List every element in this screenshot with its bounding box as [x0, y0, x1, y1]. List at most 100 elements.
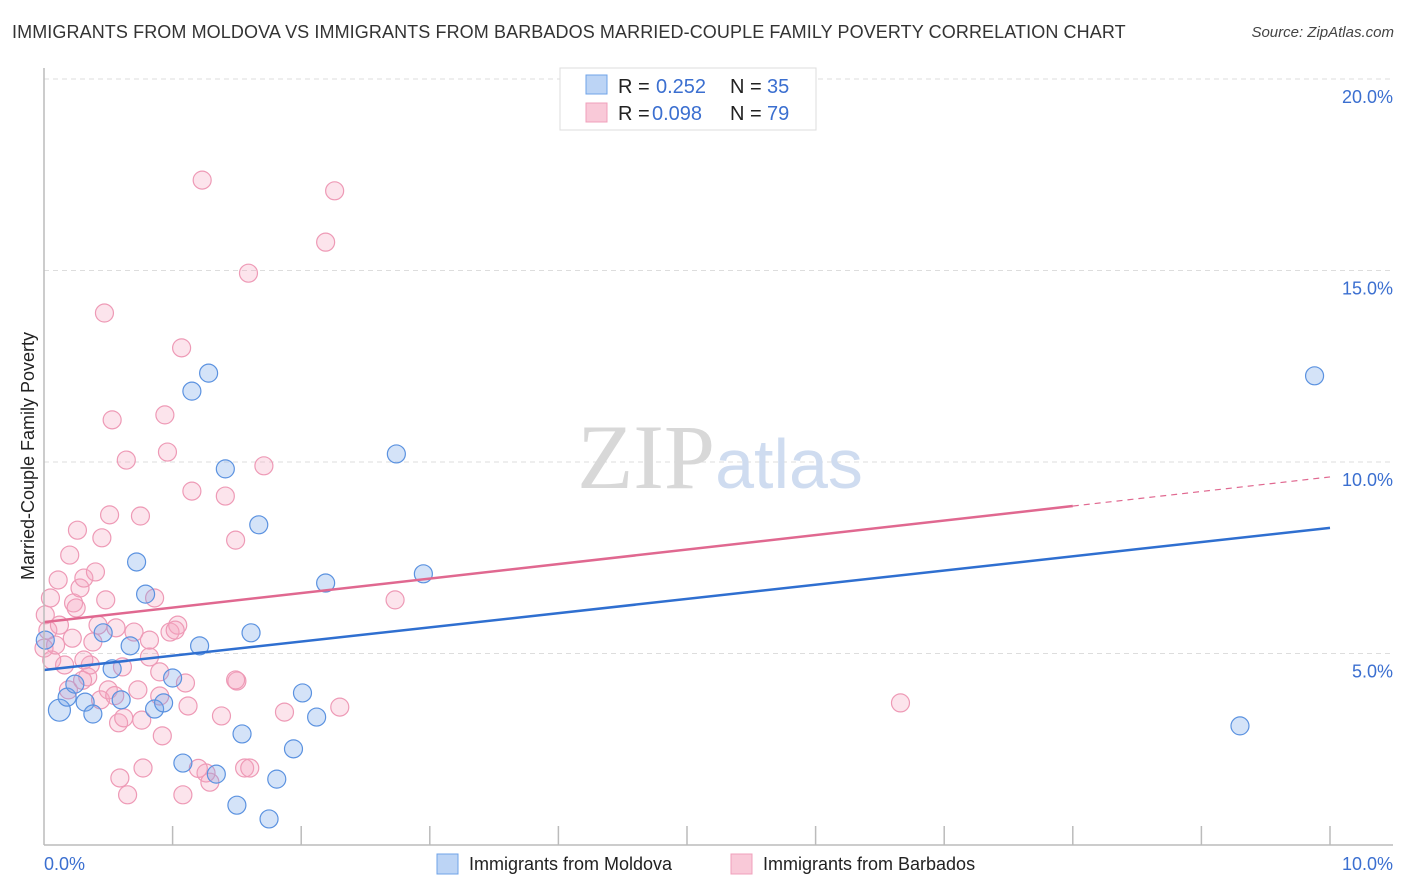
legend-n-label-moldova: N = — [730, 76, 762, 98]
point-barbados — [114, 708, 134, 728]
point-moldova — [249, 515, 269, 535]
point-moldova — [206, 764, 226, 784]
point-barbados — [128, 680, 148, 700]
bottom-legend-label-barbados: Immigrants from Barbados — [763, 854, 975, 874]
point-moldova — [102, 659, 122, 679]
watermark: ZIPatlas — [577, 406, 863, 508]
point-barbados — [130, 506, 151, 526]
point-barbados — [102, 410, 122, 430]
point-moldova — [227, 795, 247, 815]
point-moldova — [1230, 716, 1250, 736]
point-moldova — [65, 674, 85, 694]
legend-n-barbados: 79 — [767, 103, 789, 125]
point-barbados — [178, 696, 198, 716]
point-moldova — [47, 698, 72, 722]
point-barbados — [117, 785, 138, 805]
watermark-atlas: atlas — [715, 425, 863, 503]
point-barbados — [155, 405, 175, 425]
point-moldova — [135, 584, 156, 604]
point-moldova — [241, 623, 261, 643]
point-barbados — [182, 481, 202, 501]
point-barbados — [94, 303, 115, 323]
point-barbados — [62, 628, 82, 648]
chart-title: IMMIGRANTS FROM MOLDOVA VS IMMIGRANTS FR… — [12, 22, 1126, 42]
point-barbados — [133, 758, 153, 778]
point-moldova — [232, 724, 252, 744]
chart-source: Source: ZipAtlas.com — [1251, 24, 1394, 41]
legend-n-label-barbados: N = — [730, 103, 762, 125]
point-moldova — [199, 363, 219, 383]
y-tick-label: 10.0% — [1342, 470, 1393, 490]
legend: R = 0.252 N = 35 R = 0.098 N = 79 — [559, 67, 817, 131]
point-barbados — [67, 520, 88, 540]
legend-r-moldova: 0.252 — [656, 76, 706, 98]
x-tick-label-max: 10.0% — [1342, 854, 1393, 874]
point-barbados — [54, 655, 75, 675]
bottom-legend-swatch-barbados — [730, 853, 753, 875]
y-tick-label: 20.0% — [1342, 87, 1393, 107]
point-barbados — [238, 263, 259, 283]
point-barbados — [85, 562, 106, 582]
point-barbados — [96, 590, 116, 610]
point-moldova — [120, 636, 140, 656]
trend-line-moldova — [43, 526, 1331, 672]
point-barbados — [175, 673, 196, 693]
point-barbados — [70, 578, 90, 598]
y-tick-label: 5.0% — [1352, 662, 1393, 682]
y-tick-label: 15.0% — [1342, 279, 1393, 299]
point-barbados — [330, 697, 350, 717]
point-barbados — [165, 620, 185, 640]
point-moldova — [307, 707, 327, 727]
point-barbados — [74, 568, 94, 588]
y-axis-label: Married-Couple Family Poverty — [18, 332, 38, 580]
point-moldova — [93, 623, 113, 643]
point-barbados — [274, 702, 295, 722]
bottom-legend: Immigrants from Moldova Immigrants from … — [436, 853, 975, 875]
point-barbados — [226, 670, 246, 690]
point-moldova — [215, 459, 235, 479]
point-moldova — [190, 636, 210, 656]
point-barbados — [173, 785, 193, 805]
bottom-legend-label-moldova: Immigrants from Moldova — [469, 854, 673, 874]
point-moldova — [35, 630, 55, 650]
point-moldova — [163, 668, 183, 688]
legend-swatch-barbados — [585, 102, 608, 123]
legend-r-barbados: 0.098 — [652, 103, 702, 125]
point-barbados — [325, 181, 345, 201]
point-moldova — [267, 769, 287, 789]
point-barbados — [116, 450, 136, 470]
legend-n-moldova: 35 — [767, 76, 789, 98]
x-tick-label-min: 0.0% — [44, 854, 85, 874]
point-moldova — [173, 753, 193, 773]
point-barbados — [157, 442, 178, 462]
point-barbados — [60, 545, 80, 565]
point-moldova — [259, 809, 279, 829]
legend-swatch-moldova — [585, 74, 608, 95]
trend-line-barbados-extension — [1072, 476, 1331, 507]
legend-r-label-barbados: R = — [618, 103, 650, 125]
point-moldova — [153, 693, 174, 713]
point-barbados — [139, 630, 160, 650]
point-barbados — [254, 456, 274, 476]
point-moldova — [83, 704, 103, 724]
point-moldova — [75, 692, 95, 712]
point-barbados — [188, 758, 208, 779]
point-moldova — [292, 683, 313, 703]
point-barbados — [45, 635, 66, 655]
point-moldova — [182, 381, 202, 401]
point-moldova — [111, 690, 131, 710]
point-barbados — [168, 615, 188, 635]
point-barbados — [66, 598, 86, 618]
point-moldova — [386, 444, 406, 464]
point-barbados — [40, 588, 61, 608]
point-moldova — [126, 552, 147, 572]
point-moldova — [283, 739, 304, 759]
trend-line-barbados — [43, 504, 1073, 624]
point-barbados — [192, 170, 212, 190]
point-moldova — [1304, 366, 1325, 386]
point-barbados — [316, 232, 336, 252]
point-barbados — [215, 486, 235, 506]
point-barbados — [226, 530, 246, 550]
